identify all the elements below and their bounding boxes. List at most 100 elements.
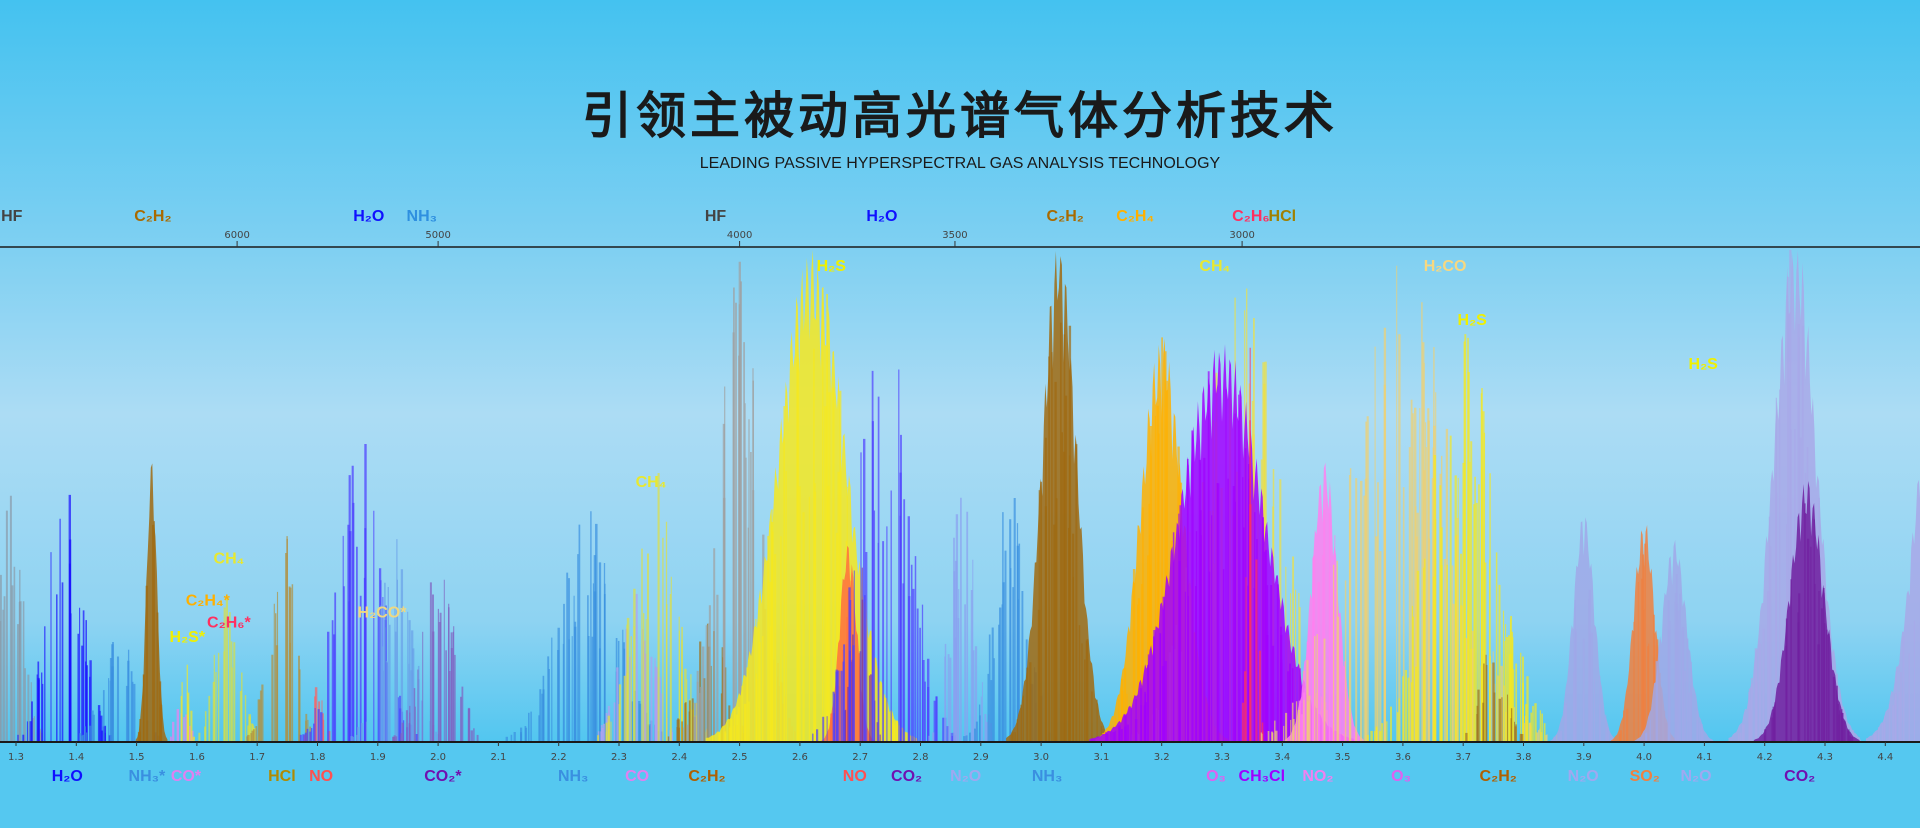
peak-annotation: C₂H₄* (186, 592, 231, 609)
bottom-tick-label: 3.6 (1395, 752, 1411, 763)
band-n2o (1550, 517, 1617, 742)
bottom-tick-label: 3.2 (1154, 752, 1170, 763)
top-gas-label: H₂O (353, 208, 384, 225)
bottom-tick-label: 2.4 (671, 752, 687, 763)
bottom-gas-label: N₂O (1680, 768, 1711, 785)
absorption-band-fill (1006, 251, 1113, 742)
bottom-tick-label: 3.1 (1093, 752, 1109, 763)
absorption-band-fill (135, 463, 168, 742)
bottom-tick-label: 3.4 (1274, 752, 1290, 763)
bottom-gas-label: NH₃ (558, 768, 589, 785)
lower-band-background (0, 742, 1920, 828)
bottom-gas-label: SO₂ (1630, 768, 1660, 785)
band-co2 (1753, 481, 1860, 742)
spectra-group (0, 250, 1920, 742)
bottom-gas-label: CO (625, 768, 649, 785)
top-gas-label: C₂H₄ (1116, 208, 1154, 225)
peak-annotation: C₂H₆* (207, 615, 251, 632)
top-gas-label: C₂H₂ (1047, 208, 1084, 225)
bottom-tick-label: 1.4 (68, 752, 84, 763)
top-tick-label: 3500 (942, 230, 967, 241)
bottom-tick-label: 2.1 (490, 752, 506, 763)
bottom-tick-label: 2.6 (792, 752, 808, 763)
bottom-gas-label: NH₃ (1032, 768, 1063, 785)
top-tick-label: 6000 (224, 230, 249, 241)
band-nh3 (79, 642, 161, 742)
band-c2h2 (1465, 654, 1524, 742)
band-h2o (17, 494, 113, 742)
top-tick-label: 3000 (1229, 230, 1254, 241)
bottom-gas-label: CH₃Cl (1239, 768, 1286, 785)
bottom-tick-label: 1.7 (249, 752, 265, 763)
band-nh3 (505, 511, 664, 742)
band-h2s (705, 250, 919, 742)
bottom-tick-label: 2.7 (852, 752, 868, 763)
bottom-gas-label: NO (309, 768, 333, 785)
bottom-tick-label: 2.2 (551, 752, 567, 763)
bottom-tick-label: 3.0 (1033, 752, 1049, 763)
top-tick-label: 4000 (727, 230, 752, 241)
bottom-gas-label: CO₂* (424, 768, 462, 785)
absorption-band-fill (705, 250, 919, 742)
peak-annotation: H₂S (817, 258, 847, 275)
band-h2s (1366, 334, 1558, 742)
band-h2s (180, 664, 195, 742)
peak-annotation: CH₄ (636, 474, 667, 491)
absorption-band-fill (1866, 479, 1920, 742)
bottom-tick-label: 4.2 (1757, 752, 1773, 763)
peak-annotation: CH₄ (1199, 258, 1230, 275)
bottom-tick-label: 1.8 (310, 752, 326, 763)
top-gas-label: C₂H₂ (134, 208, 171, 225)
bottom-gas-label: H₂O (52, 768, 83, 785)
bottom-gas-label: N₂O (1568, 768, 1599, 785)
bottom-tick-label: 2.5 (732, 752, 748, 763)
band-co2 (392, 579, 479, 742)
top-gas-label: NH₃ (407, 208, 438, 225)
bottom-gas-label: NO (843, 768, 867, 785)
band-c2h6 (1241, 347, 1264, 742)
bottom-tick-label: 4.3 (1817, 752, 1833, 763)
bottom-tick-label: 4.4 (1877, 752, 1893, 763)
band-c2h2 (135, 463, 168, 742)
bottom-tick-label: 3.8 (1516, 752, 1532, 763)
band-n2o (1634, 539, 1715, 742)
band-hf (0, 495, 43, 742)
top-tick-label: 5000 (425, 230, 450, 241)
peak-annotation: H₂S (1458, 312, 1488, 329)
band-n2o (928, 497, 993, 742)
bottom-tick-label: 1.5 (129, 752, 145, 763)
bottom-tick-label: 2.8 (913, 752, 929, 763)
bottom-tick-label: 2.9 (973, 752, 989, 763)
top-gas-label: HF (705, 208, 727, 225)
top-gas-label: H₂O (866, 208, 897, 225)
bottom-tick-label: 3.7 (1455, 752, 1471, 763)
peak-annotation: H₂CO* (358, 605, 408, 622)
top-gas-label: HCl (1269, 208, 1297, 225)
bottom-tick-label: 4.1 (1696, 752, 1712, 763)
bottom-gas-label: O₃ (1206, 768, 1226, 785)
bottom-gas-label: N₂O (950, 768, 981, 785)
bottom-gas-label: CO* (171, 768, 202, 785)
page-title: 引领主被动高光谱气体分析技术 (582, 87, 1338, 145)
band-o3 (1089, 344, 1355, 742)
bottom-tick-label: 1.9 (370, 752, 386, 763)
bottom-gas-label: CO₂ (1784, 768, 1815, 785)
top-gas-label: HF (1, 208, 23, 225)
bottom-gas-label: CO₂ (891, 768, 922, 785)
bottom-gas-label: NH₃* (129, 768, 167, 785)
band-hcl (246, 536, 312, 742)
bottom-gas-label: NO₂ (1302, 768, 1333, 785)
band-h2o (299, 444, 418, 742)
bottom-tick-label: 3.9 (1576, 752, 1592, 763)
bottom-tick-label: 2.3 (611, 752, 627, 763)
band-n2o (1866, 479, 1920, 742)
peak-annotation: CH₄ (214, 551, 245, 568)
bottom-tick-label: 3.5 (1335, 752, 1351, 763)
bottom-gas-label: O₃ (1391, 768, 1411, 785)
peak-annotation: H₂CO (1424, 258, 1467, 275)
bottom-gas-label: C₂H₂ (688, 768, 725, 785)
absorption-band-fill (1634, 539, 1715, 742)
page-subtitle: LEADING PASSIVE HYPERSPECTRAL GAS ANALYS… (699, 155, 1221, 172)
